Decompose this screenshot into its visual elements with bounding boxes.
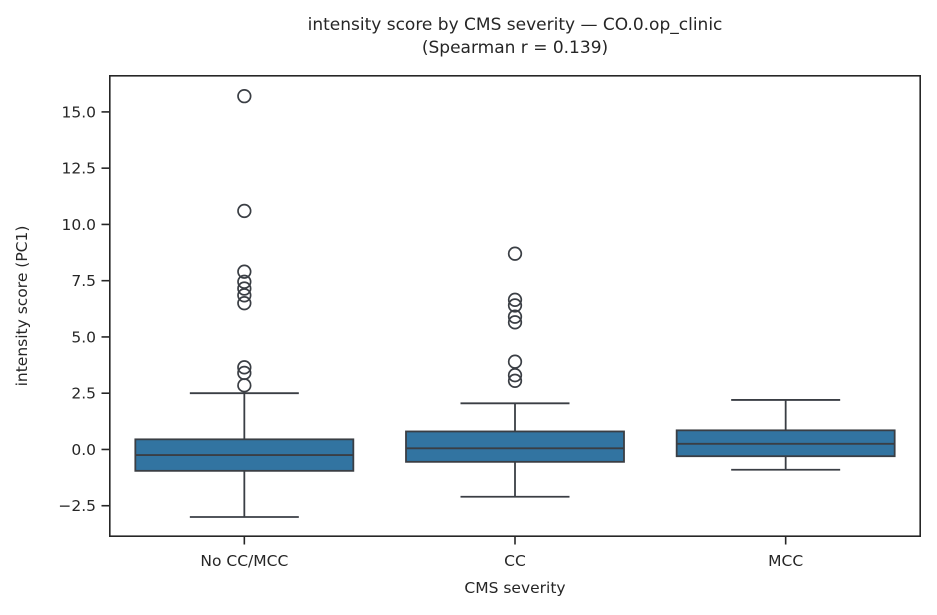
outlier-point xyxy=(237,281,252,296)
outlier-point xyxy=(507,354,523,369)
x-axis-label: CMS severity xyxy=(464,579,566,597)
y-axis-label: intensity score (PC1) xyxy=(13,225,31,387)
outlier-point xyxy=(507,292,523,307)
box-mcc xyxy=(675,399,896,471)
x-tick-label-no-cc-mcc: No CC/MCC xyxy=(200,552,288,570)
outlier-point xyxy=(237,274,252,289)
y-tick-label: 12.5 xyxy=(61,160,96,178)
box-cc xyxy=(405,246,625,498)
outlier-point xyxy=(237,288,252,303)
outlier-point xyxy=(507,315,523,330)
outlier-point xyxy=(507,368,523,383)
y-tick-label: 5.0 xyxy=(71,328,96,346)
y-tick-label: 10.0 xyxy=(61,216,96,234)
chart-title-line2: (Spearman r = 0.139) xyxy=(421,38,609,58)
outlier-point xyxy=(237,203,252,219)
outlier-point xyxy=(237,264,252,279)
axes-frame xyxy=(109,75,922,537)
outlier-point xyxy=(507,373,523,388)
chart-title: intensity score by CMS severity — CO.0.o… xyxy=(109,14,921,60)
x-tick-label-mcc: MCC xyxy=(768,552,803,570)
y-tick-label: 0.0 xyxy=(71,441,96,459)
outlier-point xyxy=(507,298,523,313)
y-tick-label: −2.5 xyxy=(58,497,96,515)
box-no-cc-mcc xyxy=(134,89,355,518)
chart-title-line1: intensity score by CMS severity — CO.0.o… xyxy=(307,15,723,35)
outlier-point xyxy=(237,296,252,311)
x-tick-label-cc: CC xyxy=(504,552,526,570)
iqr-box xyxy=(405,430,625,463)
plot-area: −2.5 0.0 2.5 5.0 7.5 10.0 12.5 15.0 No CC/MCC CC M… xyxy=(58,75,922,570)
y-tick-label: 2.5 xyxy=(71,385,96,403)
y-tick-label: 7.5 xyxy=(71,272,96,290)
outlier-point xyxy=(237,360,252,375)
outlier-point xyxy=(237,378,252,393)
y-tick-label: 15.0 xyxy=(61,103,96,121)
outlier-point xyxy=(507,309,523,324)
outlier-point xyxy=(507,246,523,261)
outlier-point xyxy=(237,89,252,104)
